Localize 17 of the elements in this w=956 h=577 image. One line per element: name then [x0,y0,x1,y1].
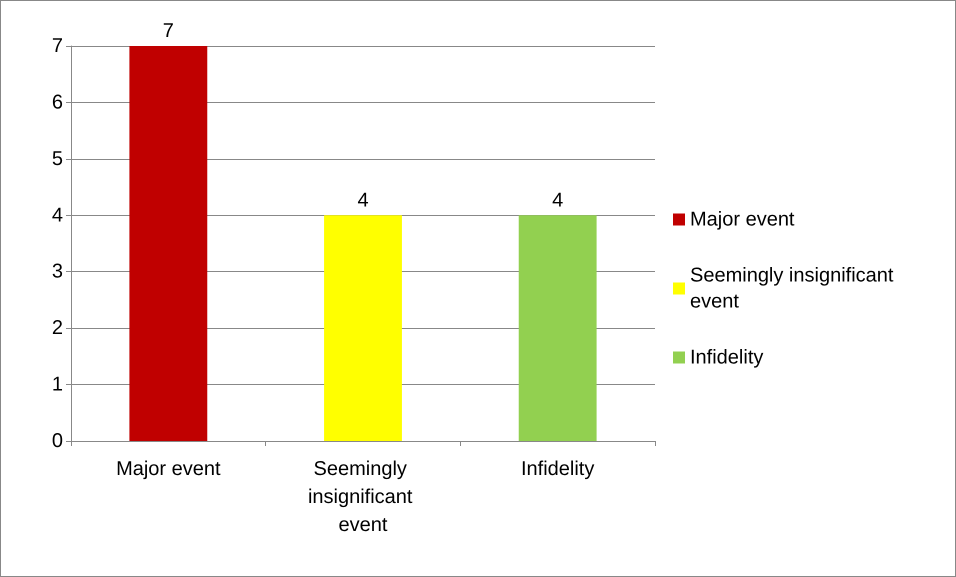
data-label: 7 [162,20,174,42]
y-tick-label: 3 [52,260,63,283]
legend-label: Seemingly insignificant event [690,264,899,312]
x-tick-label: Seemingly insignificant event [308,458,418,536]
y-tick-label: 7 [52,35,63,57]
legend-label: Infidelity [690,346,764,368]
y-tick-label: 2 [52,317,63,340]
y-tick-label: 6 [52,91,63,114]
y-tick-label: 4 [52,204,63,226]
y-tick-label: 0 [52,430,63,452]
y-tick-label: 5 [52,148,63,170]
data-label: 4 [357,189,369,212]
x-tick-label: Major event [116,458,222,480]
legend-label: Major event [690,208,795,230]
data-label: 4 [552,189,564,212]
x-tick-label: Infidelity [520,458,594,480]
y-tick-label: 1 [52,374,63,396]
